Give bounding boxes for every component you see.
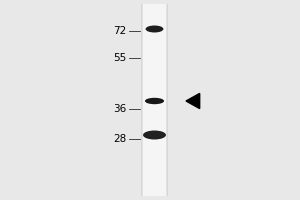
Text: 55: 55 [113, 53, 126, 63]
Text: 72: 72 [113, 26, 126, 36]
Bar [142, 4, 167, 196]
Ellipse shape [143, 131, 166, 140]
Polygon shape [186, 93, 200, 109]
Text: 36: 36 [113, 104, 126, 114]
Ellipse shape [146, 25, 164, 32]
Ellipse shape [145, 98, 164, 104]
Text: 28: 28 [113, 134, 126, 144]
